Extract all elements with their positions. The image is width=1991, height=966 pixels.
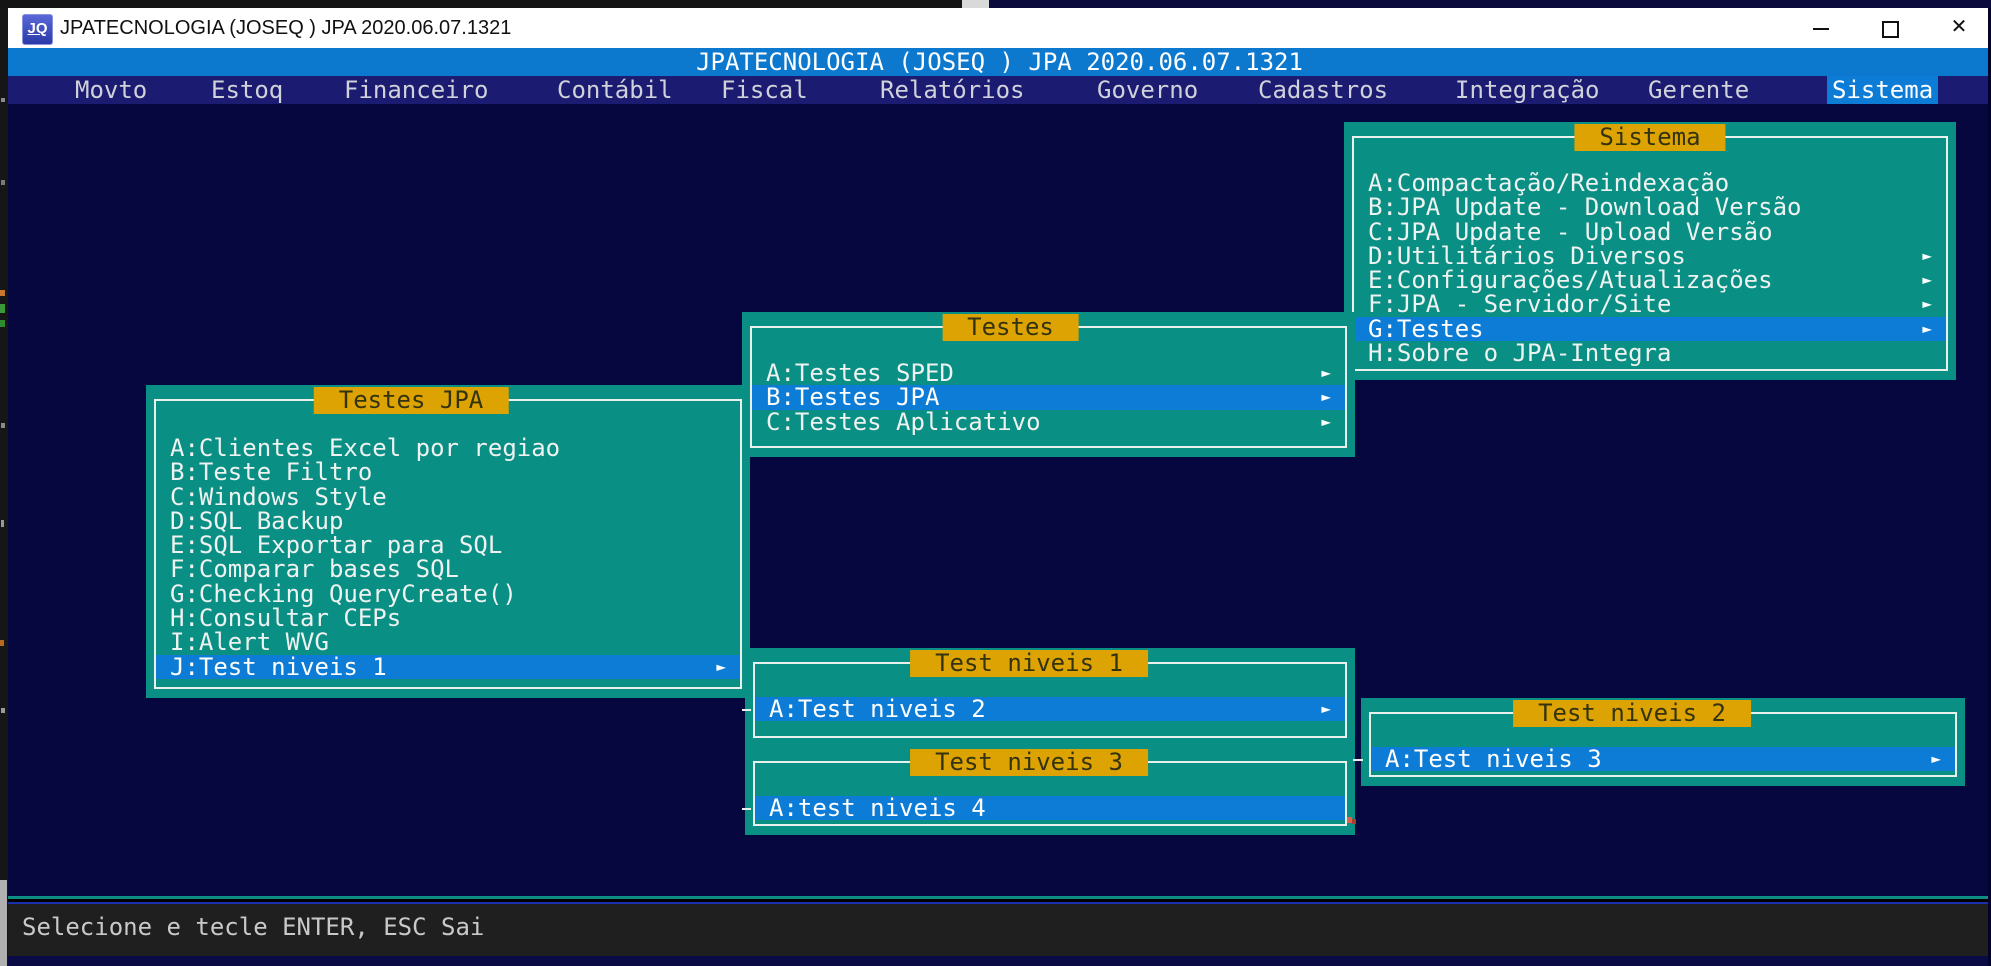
desktop-top-black [0, 0, 962, 8]
submenu-arrow-icon: ► [1931, 749, 1941, 768]
menu-items: A:test niveis 4 [755, 796, 1345, 821]
submenu-arrow-icon: ► [1922, 294, 1932, 314]
minimize-button[interactable] [1797, 8, 1845, 48]
menu-item-selected[interactable]: A:Test niveis 3 ► [1371, 747, 1955, 772]
menubar-item-gerente[interactable]: Gerente [1648, 76, 1750, 104]
statusbar: Selecione e tecle ENTER, ESC Sai [8, 904, 1991, 956]
menu-item[interactable]: F:JPA - Servidor/Site ► [1368, 290, 1932, 319]
desktop-artifact [1, 423, 5, 428]
panel-title-testes-jpa: Testes JPA [313, 387, 509, 414]
panel-title-testes: Testes [942, 314, 1079, 341]
menubar-item-movto[interactable]: Movto [75, 76, 148, 104]
menu-item[interactable]: C:Testes Aplicativo ► [766, 407, 1331, 436]
menubar-item-cadastros[interactable]: Cadastros [1258, 76, 1389, 104]
menu-item-selected[interactable]: J:Test niveis 1 ► [156, 654, 740, 679]
menu-panel-testes: Testes A:Testes SPED ► B:Testes JPA ► C:Te… [742, 312, 1355, 457]
menubar-item-financeiro[interactable]: Financeiro [344, 76, 489, 104]
desktop-left-strip [0, 8, 8, 966]
menu-items: A:Testes SPED ► B:Testes JPA ► C:Testes Ap… [752, 361, 1345, 434]
desktop-artifact [1, 180, 5, 185]
menu-items: A:Compactação/Reindexação B:JPA Update -… [1354, 171, 1946, 365]
menubar-item-integracao[interactable]: Integração [1455, 76, 1600, 104]
menu-panel-test-niveis-2: Test niveis 2 A:Test niveis 3 ► [1361, 698, 1965, 786]
minimize-icon [1813, 28, 1829, 30]
menu-item[interactable]: G:Checking QueryCreate() [170, 579, 517, 608]
window-title: JPATECNOLOGIA (JOSEQ ) JPA 2020.06.07.13… [60, 17, 512, 39]
close-button[interactable]: ✕ [1950, 16, 1968, 38]
menu-panel-testes-jpa: Testes JPA A:Clientes Excel por regiao B… [146, 385, 750, 698]
maximize-icon [1882, 21, 1899, 38]
menu-item-selected[interactable]: B:Testes JPA ► [752, 385, 1345, 410]
panel-connector [1353, 759, 1363, 761]
desktop-artifact [0, 880, 7, 966]
menu-item[interactable]: F:Comparar bases SQL [170, 555, 459, 584]
menu-item[interactable]: D:Utilitários Diversos ► [1368, 241, 1932, 270]
submenu-arrow-icon: ► [716, 656, 726, 676]
separator-line-blue [8, 902, 1991, 904]
menu-item[interactable]: H:Consultar CEPs [170, 604, 402, 633]
menu-item-selected[interactable]: A:Test niveis 2 ► [755, 697, 1345, 722]
menu-panel-test-niveis-1: Test niveis 1 A:Test niveis 2 ► [745, 648, 1355, 747]
cursor-artifact [1352, 819, 1356, 824]
menubar-item-governo[interactable]: Governo [1097, 76, 1199, 104]
menu-panel-test-niveis-3: Test niveis 3 A:test niveis 4 [745, 747, 1355, 835]
menu-item[interactable]: E:Configurações/Atualizações ► [1368, 266, 1932, 295]
bottom-strip [8, 956, 1991, 966]
menu-items: A:Test niveis 3 ► [1371, 747, 1955, 772]
menu-item[interactable]: E:SQL Exportar para SQL [170, 531, 503, 560]
cursor-artifact [1347, 817, 1352, 823]
app-header: JPATECNOLOGIA (JOSEQ ) JPA 2020.06.07.13… [8, 48, 1991, 76]
menubar-item-relatorios[interactable]: Relatórios [880, 76, 1025, 104]
menubar: Movto Estoq Financeiro Contábil Fiscal R… [8, 76, 1991, 104]
app-icon: JQ [22, 14, 53, 45]
menu-item[interactable]: D:SQL Backup [170, 506, 344, 535]
menu-item[interactable]: C:JPA Update - Upload Versão [1368, 217, 1773, 246]
menu-item[interactable]: H:Sobre o JPA-Integra [1368, 339, 1672, 368]
maximize-button[interactable] [1865, 8, 1913, 48]
menubar-item-fiscal[interactable]: Fiscal [721, 76, 808, 104]
submenu-arrow-icon: ► [1321, 411, 1331, 431]
panel-connector [742, 808, 751, 810]
menu-item[interactable]: I:Alert WVG [170, 628, 329, 657]
window-titlebar: JQ JPATECNOLOGIA (JOSEQ ) JPA 2020.06.07… [8, 8, 1991, 48]
menu-item[interactable]: B:JPA Update - Download Versão [1368, 193, 1802, 222]
submenu-arrow-icon: ► [1321, 363, 1331, 382]
panel-title-test-niveis-3: Test niveis 3 [910, 749, 1148, 776]
desktop-artifact [0, 304, 5, 313]
panel-title-test-niveis-2: Test niveis 2 [1513, 700, 1751, 727]
panel-title-sistema: Sistema [1574, 124, 1726, 151]
desktop-artifact [1, 708, 5, 713]
desktop-top-strip [0, 0, 1991, 8]
submenu-arrow-icon: ► [1321, 699, 1331, 718]
separator-line-teal [8, 896, 1991, 899]
menubar-item-estoq[interactable]: Estoq [211, 76, 284, 104]
submenu-arrow-icon: ► [1922, 270, 1932, 290]
panel-title-test-niveis-1: Test niveis 1 [910, 650, 1148, 677]
desktop-artifact [0, 290, 5, 296]
submenu-arrow-icon: ► [1321, 387, 1331, 407]
window-right-edge [1988, 8, 1991, 966]
menu-panel-sistema: Sistema A:Compactação/Reindexação B:JPA … [1344, 122, 1956, 380]
menu-items: A:Test niveis 2 ► [755, 697, 1345, 722]
desktop-artifact [1, 520, 4, 527]
menu-item[interactable]: A:Clientes Excel por regiao [170, 434, 561, 462]
desktop-artifact [0, 320, 5, 327]
desktop-artifact [1, 98, 5, 102]
menu-items: A:Clientes Excel por regiao B:Teste Filt… [156, 436, 740, 679]
menu-item-selected[interactable]: G:Testes ► [1354, 317, 1946, 342]
menu-item[interactable]: A:Testes SPED ► [766, 359, 1331, 387]
menu-item[interactable]: B:Teste Filtro [170, 458, 373, 487]
menubar-item-contabil[interactable]: Contábil [557, 76, 673, 104]
menu-item[interactable]: A:Compactação/Reindexação [1368, 169, 1730, 197]
submenu-arrow-icon: ► [1922, 245, 1932, 265]
submenu-arrow-icon: ► [1922, 318, 1932, 338]
menu-item[interactable]: C:Windows Style [170, 482, 387, 511]
menubar-item-sistema[interactable]: Sistema [1827, 76, 1939, 104]
panel-connector [742, 709, 751, 711]
menu-item-selected[interactable]: A:test niveis 4 [755, 796, 1345, 821]
desktop-top-gray [962, 0, 989, 8]
desktop-artifact [0, 640, 4, 646]
